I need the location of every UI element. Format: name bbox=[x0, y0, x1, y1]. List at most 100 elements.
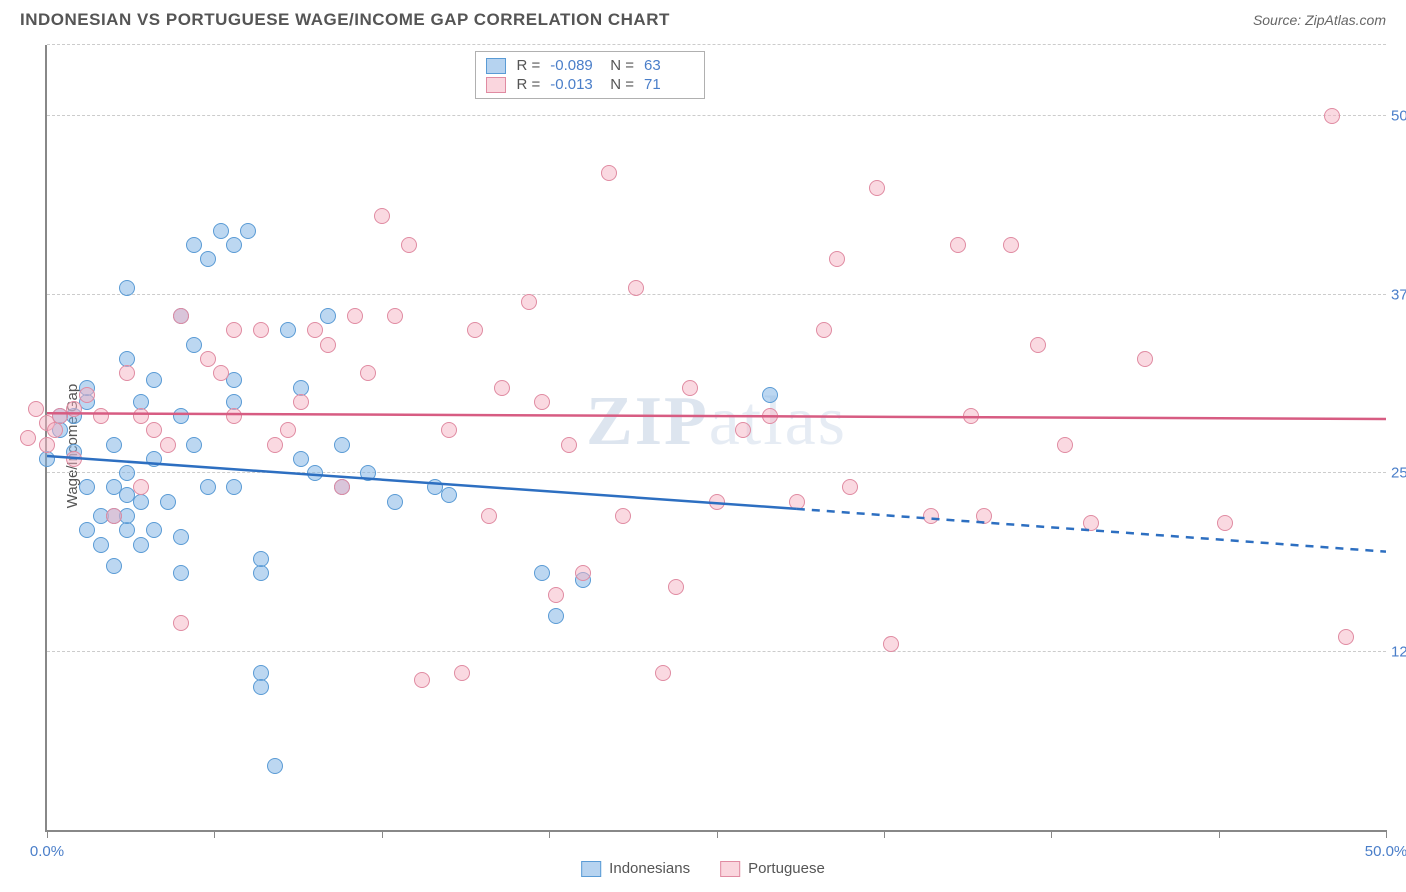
legend-item-b: Portuguese bbox=[720, 860, 825, 877]
data-point bbox=[133, 537, 149, 553]
data-point bbox=[575, 565, 591, 581]
data-point bbox=[39, 437, 55, 453]
data-point bbox=[481, 508, 497, 524]
data-point bbox=[655, 665, 671, 681]
data-point bbox=[173, 565, 189, 581]
data-point bbox=[441, 422, 457, 438]
data-point bbox=[226, 408, 242, 424]
data-point bbox=[267, 437, 283, 453]
data-point bbox=[534, 565, 550, 581]
data-point bbox=[146, 451, 162, 467]
data-point bbox=[213, 365, 229, 381]
gridline bbox=[47, 44, 1386, 45]
data-point bbox=[226, 237, 242, 253]
data-point bbox=[682, 380, 698, 396]
data-point bbox=[816, 322, 832, 338]
data-point bbox=[494, 380, 510, 396]
data-point bbox=[307, 465, 323, 481]
data-point bbox=[160, 437, 176, 453]
data-point bbox=[387, 494, 403, 510]
stats-row-series-b: R = -0.013 N = 71 bbox=[486, 75, 694, 94]
data-point bbox=[401, 237, 417, 253]
data-point bbox=[186, 237, 202, 253]
data-point bbox=[1003, 237, 1019, 253]
source-attribution: Source: ZipAtlas.com bbox=[1253, 12, 1386, 28]
data-point bbox=[173, 529, 189, 545]
x-tick bbox=[1051, 830, 1052, 838]
data-point bbox=[146, 372, 162, 388]
x-tick bbox=[884, 830, 885, 838]
data-point bbox=[1324, 108, 1340, 124]
data-point bbox=[226, 479, 242, 495]
stats-row-series-a: R = -0.089 N = 63 bbox=[486, 56, 694, 75]
data-point bbox=[66, 451, 82, 467]
data-point bbox=[28, 401, 44, 417]
y-tick-label: 50.0% bbox=[1391, 108, 1406, 125]
data-point bbox=[133, 494, 149, 510]
data-point bbox=[548, 608, 564, 624]
data-point bbox=[146, 422, 162, 438]
data-point bbox=[200, 479, 216, 495]
x-tick bbox=[214, 830, 215, 838]
data-point bbox=[521, 294, 537, 310]
data-point bbox=[146, 522, 162, 538]
data-point bbox=[93, 408, 109, 424]
data-point bbox=[280, 422, 296, 438]
legend-item-a: Indonesians bbox=[581, 860, 690, 877]
data-point bbox=[66, 401, 82, 417]
data-point bbox=[1338, 629, 1354, 645]
data-point bbox=[374, 208, 390, 224]
data-point bbox=[173, 408, 189, 424]
data-point bbox=[762, 387, 778, 403]
data-point bbox=[267, 758, 283, 774]
data-point bbox=[735, 422, 751, 438]
data-point bbox=[79, 387, 95, 403]
data-point bbox=[360, 365, 376, 381]
swatch-icon bbox=[486, 77, 506, 93]
data-point bbox=[789, 494, 805, 510]
data-point bbox=[320, 308, 336, 324]
data-point bbox=[963, 408, 979, 424]
swatch-icon bbox=[720, 861, 740, 877]
gridline bbox=[47, 294, 1386, 295]
y-tick-label: 12.5% bbox=[1391, 643, 1406, 660]
data-point bbox=[253, 565, 269, 581]
legend: Indonesians Portuguese bbox=[581, 860, 825, 877]
data-point bbox=[253, 679, 269, 695]
data-point bbox=[293, 451, 309, 467]
watermark: ZIPatlas bbox=[586, 382, 847, 462]
data-point bbox=[106, 558, 122, 574]
data-point bbox=[1030, 337, 1046, 353]
data-point bbox=[334, 437, 350, 453]
data-point bbox=[1083, 515, 1099, 531]
data-point bbox=[119, 280, 135, 296]
data-point bbox=[240, 223, 256, 239]
data-point bbox=[293, 394, 309, 410]
data-point bbox=[441, 487, 457, 503]
data-point bbox=[79, 479, 95, 495]
data-point bbox=[79, 522, 95, 538]
data-point bbox=[414, 672, 430, 688]
data-point bbox=[253, 322, 269, 338]
data-point bbox=[1217, 515, 1233, 531]
data-point bbox=[1137, 351, 1153, 367]
x-tick bbox=[1219, 830, 1220, 838]
data-point bbox=[1057, 437, 1073, 453]
data-point bbox=[628, 280, 644, 296]
data-point bbox=[668, 579, 684, 595]
data-point bbox=[253, 551, 269, 567]
data-point bbox=[173, 615, 189, 631]
data-point bbox=[226, 322, 242, 338]
data-point bbox=[454, 665, 470, 681]
data-point bbox=[133, 479, 149, 495]
data-point bbox=[173, 308, 189, 324]
data-point bbox=[709, 494, 725, 510]
scatter-chart: ZIPatlas R = -0.089 N = 63 R = -0.013 N … bbox=[45, 45, 1386, 832]
data-point bbox=[119, 365, 135, 381]
data-point bbox=[829, 251, 845, 267]
data-point bbox=[387, 308, 403, 324]
x-tick bbox=[1386, 830, 1387, 838]
data-point bbox=[923, 508, 939, 524]
x-tick bbox=[717, 830, 718, 838]
data-point bbox=[119, 465, 135, 481]
